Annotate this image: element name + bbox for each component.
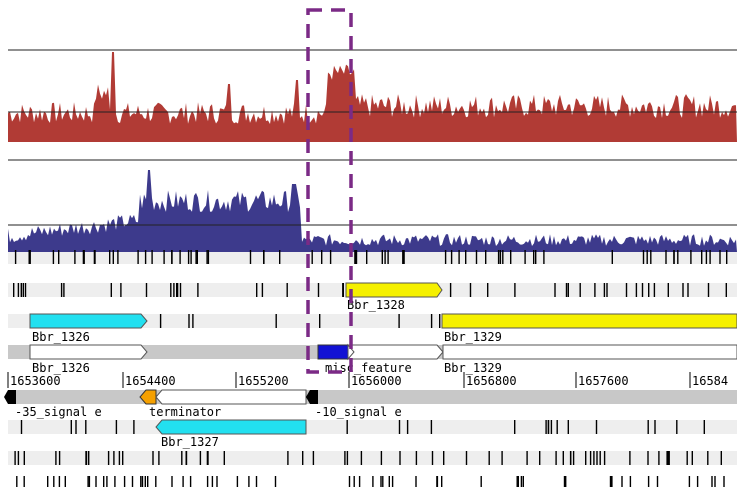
coverage-area xyxy=(8,52,737,142)
label-bbr-1326: Bbr_1326 xyxy=(32,330,90,344)
ruler-label-1: 1654400 xyxy=(125,374,176,388)
coordinate-ruler: 1653600 1654400 1655200 1656000 1656800 … xyxy=(7,372,728,388)
gene-bbr-1327[interactable] xyxy=(155,419,307,435)
orange-feature[interactable] xyxy=(139,389,157,405)
ruler-label-4: 1656800 xyxy=(466,374,517,388)
signal-35-marker[interactable] xyxy=(4,390,16,404)
ruler-label-2: 1655200 xyxy=(238,374,289,388)
label-misc-feature: misc_feature xyxy=(325,361,412,375)
gene-bbr-1329[interactable] xyxy=(441,313,737,329)
reverse-gene-track xyxy=(8,420,737,434)
label-cds-bbr-1326: Bbr_1326 xyxy=(32,361,90,375)
cds-misc-feature[interactable] xyxy=(347,344,444,360)
ruler-label-5: 1657600 xyxy=(578,374,629,388)
label-cds-bbr-1329: Bbr_1329 xyxy=(444,361,502,375)
label-bbr-1329: Bbr_1329 xyxy=(444,330,502,344)
misc-feature-block[interactable] xyxy=(317,344,349,360)
ruler-label-3: 1656000 xyxy=(351,374,402,388)
snp-track-1 xyxy=(8,250,737,264)
label-terminator: terminator xyxy=(149,405,221,419)
label-signal-10: -10_signal e xyxy=(315,405,402,419)
snp-track-3 xyxy=(8,451,737,465)
ruler-label-6: 16584 xyxy=(692,374,728,388)
gene-bbr-1328[interactable] xyxy=(345,282,443,298)
ruler-label-0: 1653600 xyxy=(10,374,61,388)
coverage-plot-bottom xyxy=(8,170,737,252)
highlight-region-box[interactable] xyxy=(306,8,353,374)
terminator-feature[interactable] xyxy=(155,389,307,405)
cds-bbr-1326[interactable] xyxy=(29,344,148,360)
gene-bbr-1326[interactable] xyxy=(29,313,148,329)
cds-bbr-1329[interactable] xyxy=(442,344,737,360)
label-signal-35: -35_signal e xyxy=(15,405,102,419)
label-bbr-1327: Bbr_1327 xyxy=(161,435,219,449)
coverage-area xyxy=(8,170,737,252)
signal-10-marker[interactable] xyxy=(306,390,318,404)
coverage-plot-top xyxy=(8,52,737,142)
reverse-feature-track xyxy=(8,390,737,404)
label-bbr-1328: Bbr_1328 xyxy=(347,298,405,312)
